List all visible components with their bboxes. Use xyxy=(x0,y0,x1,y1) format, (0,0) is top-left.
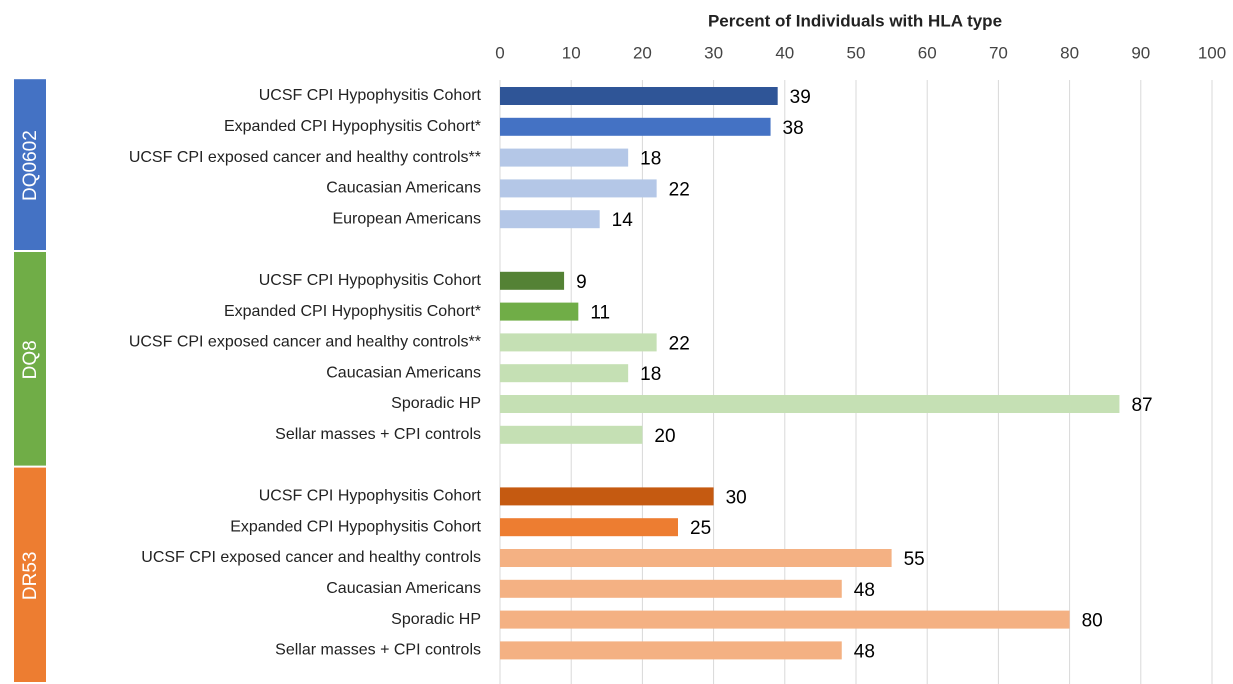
bar xyxy=(500,148,629,167)
category-label: Expanded CPI Hypophysitis Cohort xyxy=(230,518,481,535)
bar xyxy=(500,302,579,321)
value-label: 9 xyxy=(576,272,587,293)
category-label: UCSF CPI exposed cancer and healthy cont… xyxy=(129,334,481,351)
value-label: 11 xyxy=(590,303,610,324)
category-label: Sellar masses + CPI controls xyxy=(275,642,481,659)
value-label: 38 xyxy=(783,118,804,139)
axis-title: Percent of Individuals with HLA type xyxy=(708,11,1002,30)
bar xyxy=(500,579,842,598)
category-label: UCSF CPI Hypophysitis Cohort xyxy=(259,272,482,289)
x-tick-label: 90 xyxy=(1131,43,1150,62)
value-label: 14 xyxy=(612,210,634,231)
category-label: Sellar masses + CPI controls xyxy=(275,426,481,443)
value-label: 22 xyxy=(669,179,690,200)
bar xyxy=(500,487,714,506)
bar xyxy=(500,271,565,290)
group-label: DQ8 xyxy=(20,340,41,379)
category-label: Sporadic HP xyxy=(391,611,481,628)
bar xyxy=(500,549,892,567)
category-label: European Americans xyxy=(332,210,481,227)
x-tick-label: 80 xyxy=(1060,43,1079,62)
x-tick-label: 70 xyxy=(989,43,1008,62)
value-label: 87 xyxy=(1131,395,1152,416)
value-label: 18 xyxy=(640,149,661,170)
value-label: 48 xyxy=(854,641,875,662)
value-label: 55 xyxy=(904,549,925,570)
bar xyxy=(500,641,842,660)
x-tick-label: 20 xyxy=(633,43,652,62)
value-label: 80 xyxy=(1082,611,1103,632)
value-label: 39 xyxy=(790,87,811,108)
category-label: Expanded CPI Hypophysitis Cohort* xyxy=(224,118,481,135)
bar xyxy=(500,364,629,383)
value-label: 25 xyxy=(690,518,711,539)
bar xyxy=(500,333,657,352)
group-tab xyxy=(14,79,46,250)
category-label: Caucasian Americans xyxy=(326,364,481,381)
bar xyxy=(500,87,778,105)
group-tab xyxy=(14,252,46,466)
x-tick-label: 100 xyxy=(1198,43,1226,62)
category-label: UCSF CPI exposed cancer and healthy cont… xyxy=(141,549,481,566)
category-label: UCSF CPI Hypophysitis Cohort xyxy=(259,488,482,505)
bar xyxy=(500,425,643,444)
category-label: Caucasian Americans xyxy=(326,180,481,197)
group-label: DQ0602 xyxy=(20,130,41,201)
bar xyxy=(500,518,678,537)
category-label: Sporadic HP xyxy=(391,395,481,412)
bar xyxy=(500,117,771,136)
x-tick-label: 0 xyxy=(495,43,504,62)
x-tick-label: 60 xyxy=(918,43,937,62)
group-label: DR53 xyxy=(20,552,41,601)
value-label: 30 xyxy=(726,487,747,508)
value-label: 18 xyxy=(640,364,661,385)
bar xyxy=(500,395,1120,413)
value-label: 22 xyxy=(669,333,690,354)
bar xyxy=(500,610,1070,629)
value-label: 20 xyxy=(654,426,675,447)
category-label: UCSF CPI Hypophysitis Cohort xyxy=(259,87,482,104)
group-tab xyxy=(14,467,46,682)
x-tick-label: 30 xyxy=(704,43,723,62)
bar xyxy=(500,179,657,198)
bar xyxy=(500,210,600,229)
x-tick-label: 50 xyxy=(847,43,866,62)
category-label: UCSF CPI exposed cancer and healthy cont… xyxy=(129,149,481,166)
category-label: Caucasian Americans xyxy=(326,580,481,597)
x-tick-label: 10 xyxy=(562,43,581,62)
category-label: Expanded CPI Hypophysitis Cohort* xyxy=(224,303,481,320)
x-tick-label: 40 xyxy=(775,43,794,62)
value-label: 48 xyxy=(854,580,875,601)
